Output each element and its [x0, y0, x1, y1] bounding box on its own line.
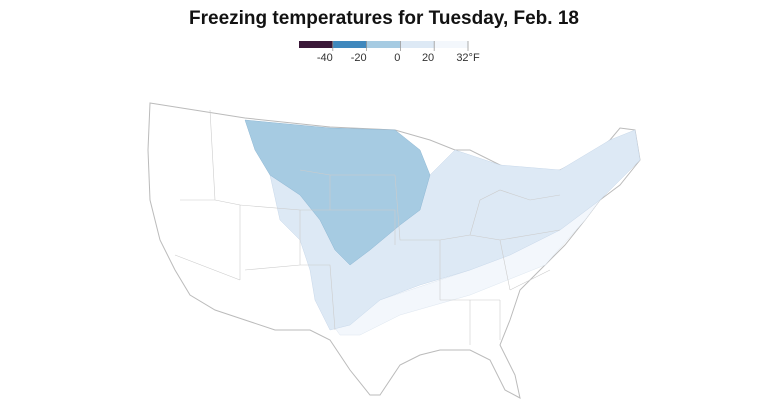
legend-swatch [400, 41, 435, 48]
legend-swatch [366, 41, 401, 48]
legend-label: -20 [351, 52, 367, 64]
legend-swatch [299, 41, 333, 48]
legend-label: 20 [422, 52, 434, 64]
zone-0-20 [269, 129, 641, 331]
legend: -40 -20 0 20 32°F [299, 41, 480, 64]
zone-20-32 [314, 199, 601, 336]
zone-minus20-0 [244, 119, 431, 266]
legend-label: -40 [317, 52, 333, 64]
legend-swatch [434, 41, 468, 48]
us-outline [147, 102, 641, 399]
legend-label: 0 [394, 52, 400, 64]
legend-label: 32°F [456, 52, 480, 64]
map-title: Freezing temperatures for Tuesday, Feb. … [189, 8, 579, 29]
legend-swatch [332, 41, 367, 48]
state-lines [174, 109, 561, 345]
